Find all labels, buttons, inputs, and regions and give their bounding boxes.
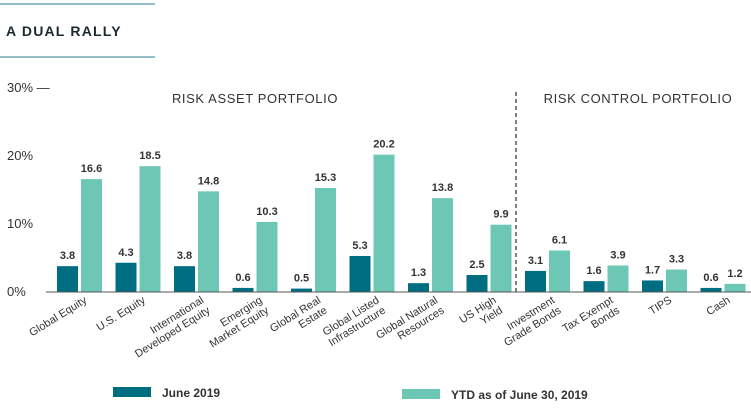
- y-tick-label: 10%: [7, 216, 33, 231]
- bar-june-2019: [174, 266, 195, 292]
- section-label-risk-asset: RISK ASSET PORTFOLIO: [172, 91, 338, 106]
- bar-ytd: [724, 283, 746, 292]
- bar-june-2019: [700, 287, 722, 292]
- category-label-line: Global Equity: [27, 294, 89, 339]
- bar-ytd: [490, 224, 512, 292]
- bar-ytd: [666, 269, 687, 292]
- bar-value-label: 0.6: [703, 272, 718, 284]
- bar-value-label: 13.8: [432, 182, 453, 194]
- chart-title: A DUAL RALLY: [6, 23, 122, 39]
- category-label: Tax ExemptBonds: [560, 294, 622, 345]
- category-label: EmergingMarket Equity: [201, 294, 271, 350]
- bar-ytd: [198, 191, 219, 292]
- legend-swatch-ytd: [402, 389, 440, 399]
- bar-june-2019: [466, 275, 488, 292]
- bar-value-label: 3.8: [60, 250, 75, 262]
- category-label-line: U.S. Equity: [95, 294, 148, 334]
- bar-value-label: 3.9: [610, 249, 625, 261]
- bar-ytd: [432, 198, 453, 292]
- bar-value-label: 1.3: [411, 267, 426, 279]
- bar-june-2019: [232, 287, 254, 292]
- bar-value-label: 15.3: [315, 172, 336, 184]
- legend-swatch-june: [113, 387, 151, 397]
- bar-value-label: 1.7: [645, 264, 660, 276]
- bar-value-label: 3.3: [669, 254, 684, 266]
- category-label: InvestmentGrade Bonds: [496, 294, 564, 349]
- y-tick-label: 30% —: [7, 80, 50, 95]
- bar-june-2019: [525, 270, 546, 292]
- bar-value-label: 0.6: [235, 272, 250, 284]
- category-label: Global Equity: [27, 294, 89, 339]
- category-label: TIPS: [647, 294, 674, 317]
- category-label: US HighYield: [457, 294, 504, 336]
- section-label-risk-control: RISK CONTROL PORTFOLIO: [544, 91, 733, 106]
- bar-june-2019: [57, 266, 78, 292]
- bar-june-2019: [291, 288, 312, 292]
- bar-ytd: [549, 250, 570, 292]
- y-axis: 0% 10% 20% 30% —: [7, 80, 50, 299]
- bar-value-label: 10.3: [256, 206, 277, 218]
- bar-ytd: [139, 166, 161, 292]
- bar-value-label: 6.1: [552, 235, 567, 247]
- legend-label-june: June 2019: [162, 386, 220, 400]
- bar-june-2019: [583, 281, 605, 292]
- bar-june-2019: [408, 283, 429, 292]
- bar-value-label: 18.5: [139, 150, 160, 162]
- category-label: U.S. Equity: [95, 294, 148, 334]
- bar-value-label: 3.8: [177, 250, 192, 262]
- bar-value-label: 0.5: [294, 273, 309, 285]
- bar-ytd: [81, 179, 102, 292]
- bar-ytd: [315, 187, 336, 292]
- bar-june-2019: [349, 255, 371, 292]
- y-tick-label: 0%: [7, 284, 26, 299]
- bar-june-2019: [115, 262, 137, 292]
- category-label: Global RealEstate: [268, 294, 329, 345]
- bar-value-label: 20.2: [373, 139, 394, 151]
- bar-value-label: 16.6: [81, 163, 102, 175]
- category-labels: Global Equity U.S. Equity InternationalDev…: [27, 294, 732, 360]
- category-label-line: Cash: [704, 294, 732, 318]
- bar-value-label: 4.3: [118, 247, 133, 259]
- bar-value-label: 1.6: [586, 265, 601, 277]
- bar-value-label: 3.1: [528, 255, 543, 267]
- category-label: Cash: [704, 294, 732, 318]
- category-label-line: TIPS: [647, 294, 674, 317]
- y-tick-label: 20%: [7, 148, 33, 163]
- bar-value-label: 5.3: [352, 240, 367, 252]
- bar-ytd: [607, 265, 629, 292]
- bar-value-label: 1.2: [727, 268, 742, 280]
- legend-label-ytd: YTD as of June 30, 2019: [451, 388, 588, 402]
- bar-value-label: 14.8: [198, 175, 219, 187]
- bar-value-label: 2.5: [469, 259, 484, 271]
- bar-value-label: 9.9: [493, 209, 508, 221]
- bar-ytd: [256, 221, 278, 292]
- bar-june-2019: [642, 280, 663, 292]
- category-label: Global NaturalResources: [374, 294, 447, 352]
- bar-ytd: [373, 154, 395, 292]
- bars-group: 3.8 16.6 4.3 18.5 3.8 14.8 0.6 10.3 0.5 15.3 5.3 20…: [57, 139, 746, 292]
- category-label: Global ListedInfrastructure: [320, 294, 388, 349]
